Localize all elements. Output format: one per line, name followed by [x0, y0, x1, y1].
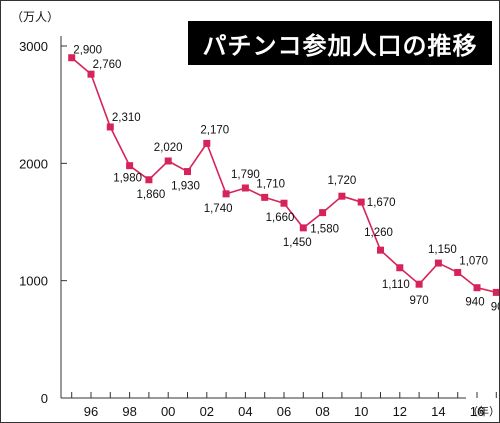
y-tick-label: 3000 — [19, 39, 48, 54]
chart-title: パチンコ参加人口の推移 — [188, 21, 492, 65]
data-point-marker — [126, 162, 134, 170]
x-tick-label: 10 — [354, 404, 368, 419]
data-label: 1,720 — [328, 175, 357, 187]
data-point-marker — [454, 268, 462, 276]
data-point-marker — [492, 288, 499, 296]
data-label: 1,740 — [204, 203, 233, 215]
data-label: 2,170 — [200, 124, 229, 136]
x-tick-label: 14 — [431, 404, 445, 419]
data-label: 900 — [491, 301, 500, 313]
data-label: 1,930 — [171, 181, 200, 193]
data-label: 1,790 — [231, 169, 260, 181]
x-tick-label: 00 — [161, 404, 175, 419]
x-tick-label: 98 — [122, 404, 136, 419]
data-label: 1,660 — [266, 212, 295, 224]
y-axis-unit-label: （万人） — [11, 10, 59, 24]
data-label: 1,580 — [310, 224, 339, 236]
x-tick-label: 06 — [277, 404, 291, 419]
x-axis-unit-label: （年） — [467, 404, 500, 418]
data-point-marker — [434, 259, 442, 267]
x-tick-label: 16 — [470, 404, 484, 419]
data-point-marker — [261, 193, 269, 201]
data-label: 1,150 — [428, 244, 457, 256]
data-label: 1,260 — [364, 227, 393, 239]
data-point-marker — [145, 176, 153, 184]
x-tick-label: 04 — [238, 404, 252, 419]
x-tick-label: 02 — [200, 404, 214, 419]
series-line — [71, 57, 499, 294]
data-point-marker — [338, 192, 346, 200]
data-label: 2,900 — [73, 45, 102, 57]
data-point-marker — [357, 198, 365, 206]
y-tick-label: 0 — [41, 391, 48, 406]
data-point-marker — [164, 157, 172, 165]
data-label: 1,070 — [459, 255, 488, 267]
data-point-marker — [415, 280, 423, 288]
data-label: 940 — [465, 297, 484, 309]
data-point-marker — [68, 54, 76, 62]
data-point-marker — [396, 264, 404, 272]
data-label: 970 — [410, 295, 429, 307]
data-point-marker — [222, 190, 230, 198]
data-point-marker — [203, 139, 211, 147]
data-label: 2,020 — [154, 142, 183, 154]
data-point-marker — [473, 284, 481, 292]
data-point-marker — [377, 246, 384, 254]
data-point-marker — [106, 123, 114, 131]
data-label: 1,110 — [382, 279, 410, 291]
data-label: 1,980 — [113, 173, 142, 185]
data-point-marker — [280, 199, 288, 207]
y-tick-label: 1000 — [19, 274, 48, 289]
data-label: 2,760 — [93, 59, 122, 71]
y-tick-label: 2000 — [19, 156, 48, 171]
data-label: 1,860 — [137, 189, 166, 201]
data-label: 1,670 — [367, 197, 396, 209]
data-point-marker — [299, 224, 307, 232]
data-label: 2,310 — [112, 112, 141, 124]
x-tick-label: 96 — [84, 404, 98, 419]
data-point-marker — [184, 168, 191, 176]
data-label: 1,450 — [283, 237, 312, 249]
x-tick-label: 12 — [393, 404, 407, 419]
x-tick-label: 08 — [315, 404, 329, 419]
data-point-marker — [319, 209, 327, 217]
data-point-marker — [87, 70, 95, 78]
data-point-marker — [241, 184, 249, 192]
data-label: 1,710 — [256, 178, 285, 190]
